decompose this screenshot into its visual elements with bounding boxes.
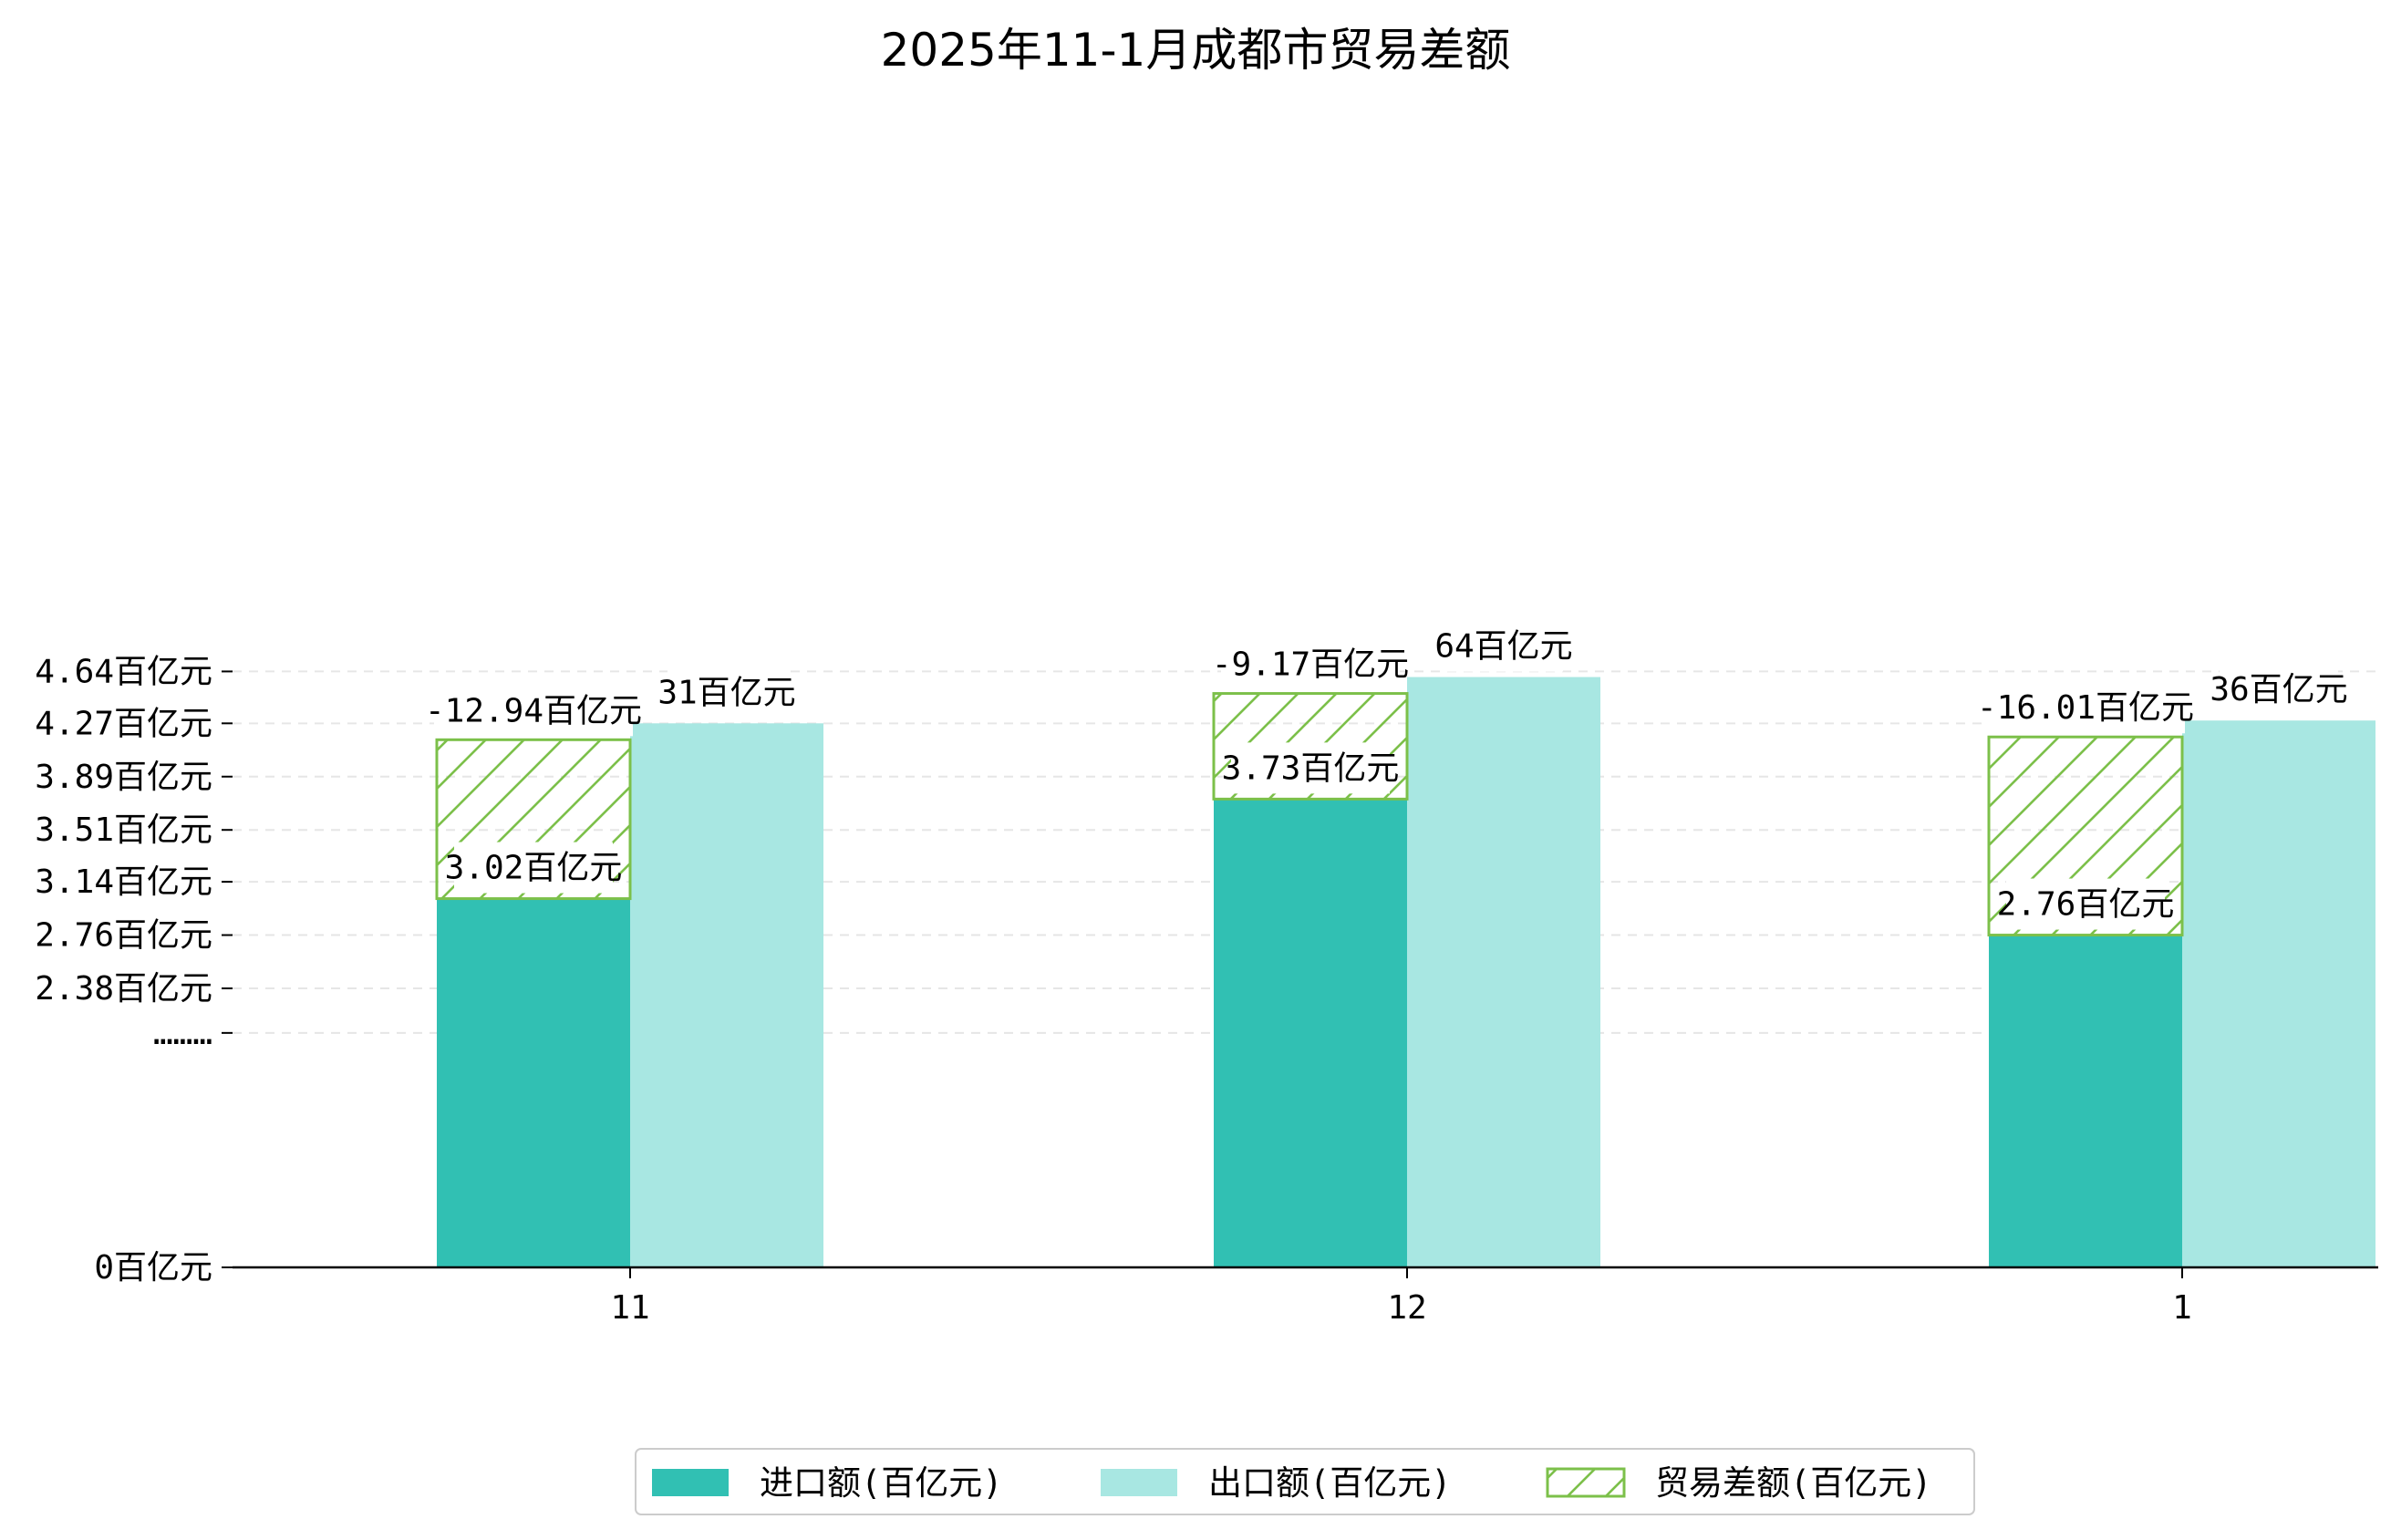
data-label-text: 64百亿元 [1434, 628, 1572, 666]
x-tick-label: 12 [1387, 1289, 1426, 1327]
data-label-bg [434, 685, 633, 737]
y-tick-label: 3.51百亿元 [35, 811, 212, 849]
import-value-label: 3.02百亿元 [445, 842, 623, 894]
y-tick-label: 4.27百亿元 [35, 705, 212, 742]
data-label-text: 2.76百亿元 [1997, 886, 2175, 924]
data-label-bg [454, 842, 613, 894]
balance-value-label: -9.17百亿元 [1212, 638, 1409, 690]
x-tick-label: 1 [2172, 1289, 2192, 1327]
export-bar [630, 723, 823, 1267]
export-bar [1407, 677, 1600, 1267]
import-bar [1989, 935, 2182, 1267]
y-tick-label: 0百亿元 [94, 1249, 212, 1287]
import-bar [1214, 799, 1407, 1267]
import-value-label: 3.73百亿元 [1222, 742, 1400, 794]
y-tick-label: ……… [153, 1015, 212, 1052]
legend-label: 出口额(百亿元) [1208, 1463, 1452, 1503]
legend-label: 进口额(百亿元) [760, 1463, 1003, 1503]
legend-swatch [1546, 1467, 1626, 1498]
data-label-bg [668, 667, 786, 718]
export-bar [2182, 720, 2375, 1267]
axes: 0百亿元 ……… 2.38百亿元 2.76百亿元 3.14百亿元 3.51百亿元 3.89百… [35, 653, 2378, 1327]
bars [435, 677, 2375, 1267]
data-label-text: 36百亿元 [2210, 671, 2347, 708]
legend-swatch [652, 1469, 729, 1496]
data-label-text: -16.01百亿元 [1977, 689, 2194, 727]
legend-swatch [1101, 1469, 1177, 1496]
balance-value-label: -16.01百亿元 [1977, 682, 2194, 734]
y-tick-label: 3.89百亿元 [35, 759, 212, 796]
data-label-bg [1986, 682, 2185, 734]
data-labels: 3.02百亿元 31百亿元 -12.94百亿元 3.73百亿元 64百亿元 -9.17百亿… [425, 620, 2348, 930]
export-value-label: 64百亿元 [1434, 620, 1573, 672]
import-value-label: 2.76百亿元 [1997, 878, 2175, 930]
legend-entry: 进口额(百亿元) [652, 1463, 1003, 1503]
legend-label: 贸易差额(百亿元) [1655, 1463, 1932, 1503]
x-tick-label: 11 [610, 1289, 649, 1327]
data-label-text: -9.17百亿元 [1212, 646, 1409, 684]
legend-box [635, 1448, 1975, 1515]
y-tick-label: 2.38百亿元 [35, 970, 212, 1008]
data-label-bg [1231, 742, 1390, 794]
legend-entry: 出口额(百亿元) [1101, 1463, 1452, 1503]
data-label-text: -12.94百亿元 [425, 692, 642, 729]
chart-title: 2025年11-1月成都市贸易差额 [881, 24, 1511, 77]
data-label-bg [2220, 664, 2338, 716]
y-tick-label: 2.76百亿元 [35, 917, 212, 955]
data-label-bg [1444, 620, 1563, 672]
legend-entry: 贸易差额(百亿元) [1546, 1463, 1932, 1503]
data-label-text: 31百亿元 [657, 674, 795, 711]
balance-value-label: -12.94百亿元 [425, 685, 642, 737]
data-label-text: 3.02百亿元 [445, 850, 623, 887]
data-label-text: 3.73百亿元 [1222, 749, 1400, 787]
import-bar [437, 898, 630, 1267]
export-value-label: 31百亿元 [657, 667, 796, 718]
y-tick-label: 4.64百亿元 [35, 653, 212, 690]
legend: 进口额(百亿元) 出口额(百亿元) 贸易差额(百亿元) [635, 1448, 1975, 1515]
export-value-label: 36百亿元 [2210, 664, 2348, 716]
data-label-bg [2006, 878, 2165, 930]
data-label-bg [1221, 638, 1400, 690]
y-tick-label: 3.14百亿元 [35, 863, 212, 901]
